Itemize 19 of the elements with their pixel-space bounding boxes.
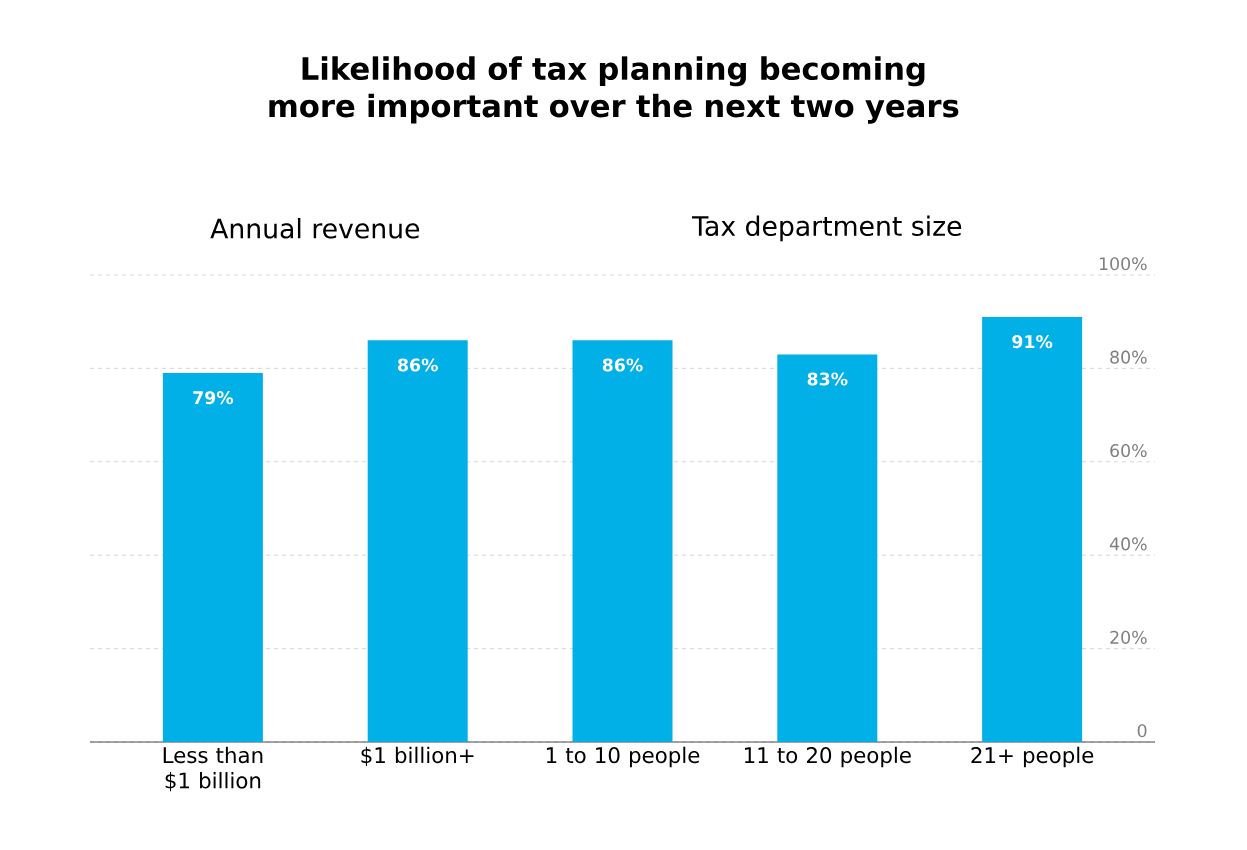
x-tick-label: Less than $1 billion bbox=[163, 746, 263, 792]
data-label: 86% bbox=[398, 358, 438, 372]
y-tick-label: 40% bbox=[1109, 537, 1147, 551]
chart-title: Likelihood of tax planning becoming more important over the next two years bbox=[269, 56, 959, 124]
x-tick-label: 21+ people bbox=[971, 746, 1094, 768]
y-tick-label: 20% bbox=[1110, 630, 1147, 644]
data-label: 83% bbox=[807, 372, 848, 386]
data-label: 86% bbox=[602, 358, 643, 372]
y-tick-label: 80% bbox=[1110, 350, 1147, 364]
text: Annual revenue bbox=[210, 217, 420, 239]
y-tick-label: 100% bbox=[1099, 257, 1147, 271]
data-label: 79% bbox=[193, 391, 234, 405]
data-label: 91% bbox=[1012, 335, 1053, 349]
x-tick-label: $1 billion+ bbox=[361, 746, 474, 767]
y-tick-label: 60% bbox=[1110, 443, 1147, 458]
x-tick-label: 1 to 10 people bbox=[546, 746, 700, 768]
x-tick-label: 11 to 20 people bbox=[744, 746, 911, 768]
y-tick-label: 0 bbox=[1137, 724, 1147, 738]
text: Tax department size bbox=[692, 215, 962, 242]
